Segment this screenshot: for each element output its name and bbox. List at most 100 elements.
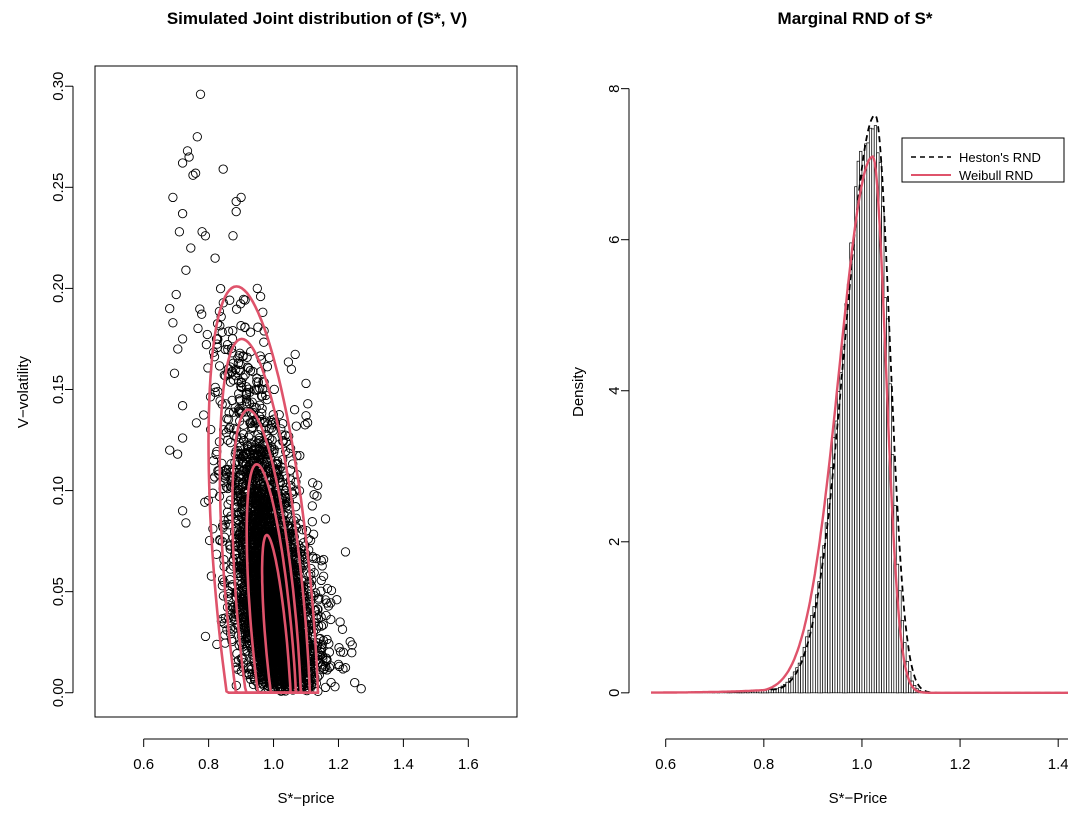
- scatter-point: [245, 365, 256, 376]
- scatter-point: [326, 598, 336, 608]
- y-tick-label: 0.20: [50, 274, 67, 303]
- scatter-title: Simulated Joint distribution of (S*, V): [167, 9, 467, 28]
- scatter-point: [270, 677, 281, 687]
- scatter-point: [249, 532, 259, 542]
- scatter-point: [236, 192, 246, 203]
- scatter-point: [234, 520, 244, 530]
- scatter-point: [317, 642, 327, 652]
- scatter-point: [254, 400, 265, 410]
- y-tick-label: 0: [606, 689, 623, 697]
- scatter-point: [235, 348, 245, 358]
- scatter-point: [259, 510, 269, 521]
- scatter-point: [252, 283, 262, 294]
- histogram-y-axis: 0 2 4 6 8: [606, 85, 630, 697]
- scatter-point: [215, 535, 225, 545]
- scatter-point: [165, 445, 175, 455]
- scatter-point: [237, 582, 248, 592]
- scatter-point: [262, 680, 272, 690]
- histogram-bar: [785, 681, 789, 694]
- scatter-point: [281, 446, 291, 457]
- scatter-point: [236, 449, 246, 459]
- scatter-point: [264, 654, 274, 664]
- scatter-point: [307, 517, 317, 527]
- scatter-point: [292, 451, 302, 461]
- x-tick-label: 0.6: [655, 756, 676, 773]
- scatter-point: [241, 389, 251, 399]
- scatter-point: [347, 640, 357, 650]
- scatter-point: [242, 399, 252, 409]
- scatter-point: [235, 469, 246, 479]
- scatter-point: [235, 395, 246, 406]
- scatter-point: [217, 458, 227, 469]
- scatter-point: [258, 499, 268, 509]
- y-tick-label: 0.10: [50, 476, 67, 505]
- scatter-point: [165, 303, 175, 314]
- y-tick-label: 2: [606, 538, 623, 546]
- scatter-point: [191, 418, 202, 428]
- scatter-point: [195, 304, 205, 314]
- scatter-point: [252, 373, 262, 383]
- y-tick-label: 6: [606, 236, 623, 244]
- scatter-point: [192, 132, 202, 142]
- scatter-point: [285, 443, 296, 454]
- scatter-point: [244, 532, 254, 542]
- x-tick-label: 1.0: [263, 756, 284, 773]
- scatter-point: [206, 424, 216, 435]
- scatter-point: [181, 265, 191, 275]
- scatter-point: [275, 634, 285, 644]
- scatter-point: [290, 349, 300, 360]
- scatter-point: [239, 612, 250, 622]
- scatter-point: [272, 456, 283, 466]
- scatter-point: [177, 506, 188, 516]
- histogram-bar: [873, 125, 878, 694]
- scatter-point: [266, 623, 276, 633]
- scatter-x-axis: 0.6 0.8 1.0 1.2 1.4 1.6: [133, 738, 479, 773]
- scatter-point: [271, 608, 281, 619]
- scatter-point: [320, 514, 331, 524]
- x-tick-label: 0.8: [198, 756, 219, 773]
- scatter-point: [302, 418, 313, 428]
- scatter-point: [199, 410, 209, 420]
- histogram-bars: [689, 125, 929, 694]
- scatter-point: [313, 480, 323, 490]
- histogram-bar: [844, 303, 848, 694]
- scatter-point: [208, 524, 218, 534]
- scatter-point: [301, 378, 311, 389]
- scatter-point: [230, 614, 241, 625]
- y-tick-label: 0.00: [50, 678, 67, 707]
- scatter-point: [307, 501, 317, 511]
- legend-weibull-label: Weibull RND: [959, 168, 1033, 183]
- scatter-point: [182, 146, 193, 156]
- histogram-bar: [812, 606, 816, 694]
- scatter-point: [225, 624, 235, 634]
- scatter-point: [278, 455, 288, 465]
- scatter-point: [301, 411, 311, 421]
- scatter-point: [318, 635, 329, 646]
- scatter-point: [239, 527, 250, 537]
- scatter-point: [295, 450, 305, 461]
- scatter-point: [252, 619, 262, 629]
- histogram-y-label: Density: [570, 366, 587, 417]
- scatter-point: [300, 553, 310, 563]
- density-contour: [207, 285, 320, 694]
- scatter-point: [335, 617, 345, 627]
- scatter-point: [268, 641, 279, 651]
- scatter-point: [234, 491, 244, 501]
- scatter-point: [247, 603, 257, 613]
- scatter-point: [318, 554, 329, 565]
- scatter-point: [274, 638, 284, 648]
- scatter-point: [238, 450, 249, 460]
- x-tick-label: 1.2: [950, 756, 971, 773]
- scatter-point: [234, 389, 244, 399]
- histogram-bar: [859, 150, 863, 694]
- scatter-point: [271, 643, 282, 654]
- scatter-point: [280, 471, 290, 481]
- x-tick-label: 1.2: [328, 756, 349, 773]
- scatter-point: [225, 495, 236, 505]
- scatter-point: [249, 553, 260, 563]
- scatter-point: [286, 364, 297, 374]
- scatter-point: [238, 351, 248, 362]
- scatter-point: [311, 553, 321, 564]
- scatter-point: [168, 192, 178, 203]
